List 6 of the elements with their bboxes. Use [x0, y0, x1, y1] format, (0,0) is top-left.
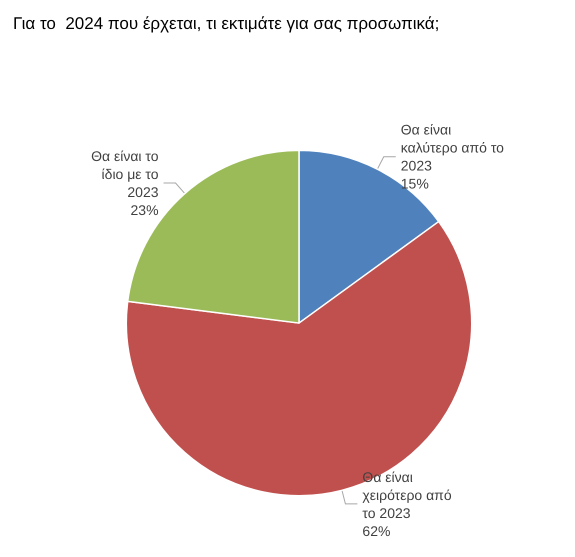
data-label: 62%: [362, 522, 390, 539]
data-label: 15%: [400, 176, 429, 192]
data-label: 23%: [130, 202, 159, 218]
slice-label: Θα είναι το ίδιο με το 2023: [91, 148, 159, 200]
slice-label: Θα είναι καλύτερο από το 2023: [400, 122, 504, 174]
chart-title: Για το 2024 που έρχεται, τι εκτιμάτε για σας προσωπικά;: [13, 14, 440, 33]
